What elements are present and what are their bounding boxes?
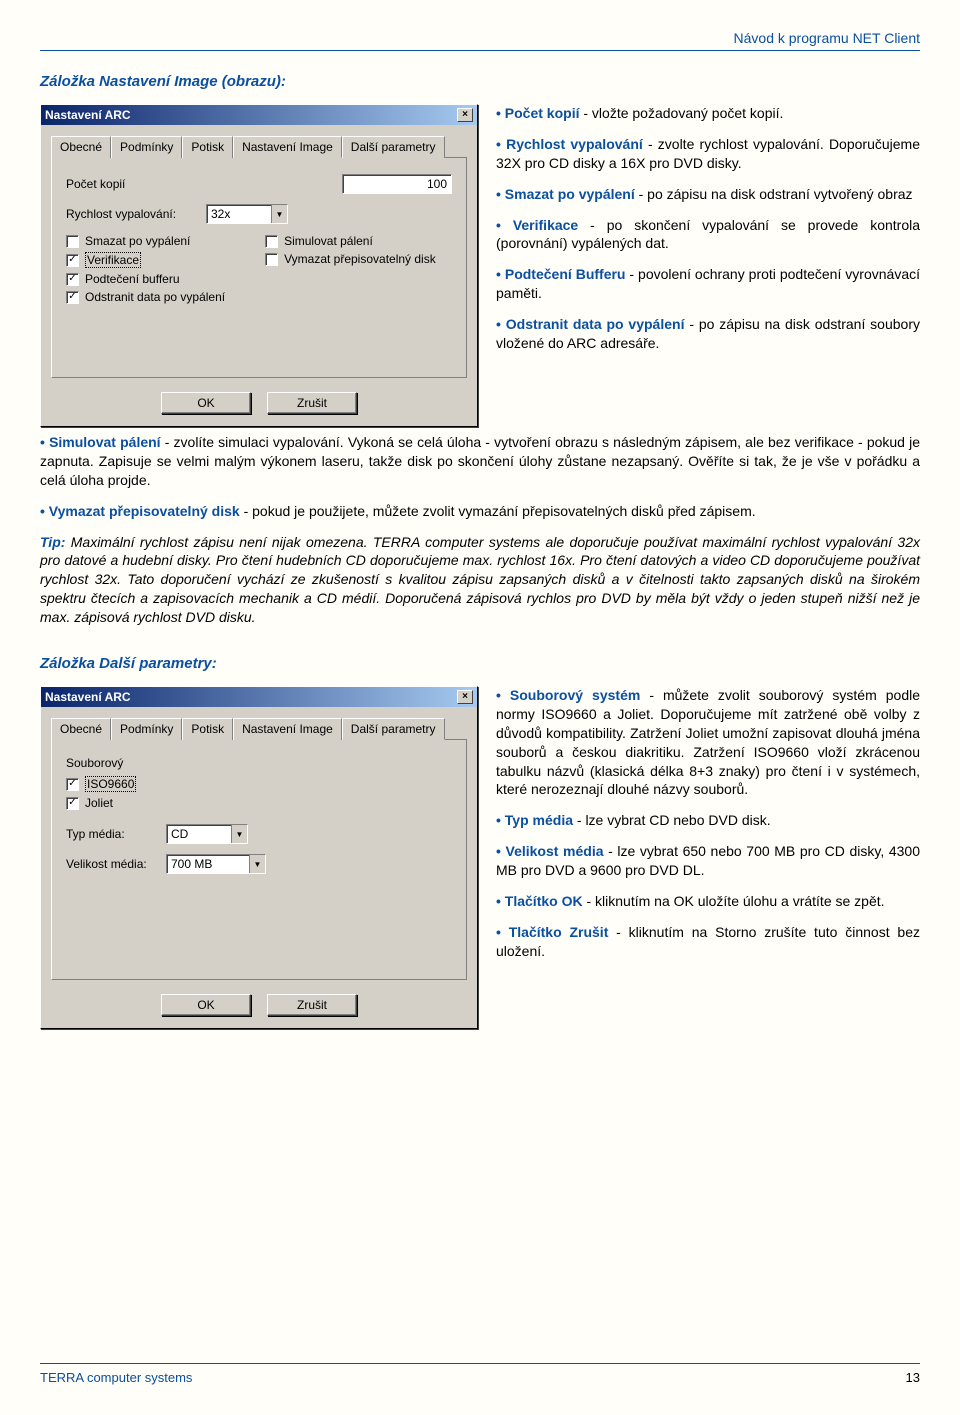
ok-button[interactable]: OK xyxy=(161,392,251,414)
header-rule xyxy=(40,50,920,51)
bullet-pocet-kopii: Počet kopií - vložte požadovaný počet ko… xyxy=(496,104,920,123)
dialog1-titlebar: Nastavení ARC × xyxy=(41,105,477,125)
chk-smazat[interactable] xyxy=(66,235,79,248)
bullet-simulovat: Simulovat pálení - zvolíte simulaci vypa… xyxy=(40,433,920,490)
chk-verifikace[interactable]: ✓ xyxy=(66,254,79,267)
tab-dalsi-parametry[interactable]: Další parametry xyxy=(342,718,445,740)
chk-joliet[interactable]: ✓ xyxy=(66,797,79,810)
ok-button[interactable]: OK xyxy=(161,994,251,1016)
chk-simulovat-label: Simulovat pálení xyxy=(284,234,373,248)
copies-label: Počet kopií xyxy=(66,177,206,191)
bullet-podteceni: Podtečení Bufferu - povolení ochrany pro… xyxy=(496,265,920,303)
tip-paragraph: Tip: Maximální rychlost zápisu není nija… xyxy=(40,533,920,627)
dialog1-tabstrip: Obecné Podmínky Potisk Nastavení Image D… xyxy=(51,135,467,158)
bullet-souborovy: Souborový systém - můžete zvolit souboro… xyxy=(496,686,920,799)
media-size-combo[interactable]: 700 MB ▼ xyxy=(166,854,266,874)
media-size-label: Velikost média: xyxy=(66,857,166,871)
tab-obecne[interactable]: Obecné xyxy=(51,718,111,740)
bullet-vymazat: Vymazat přepisovatelný disk - pokud je p… xyxy=(40,502,920,521)
chk-odstranit[interactable]: ✓ xyxy=(66,291,79,304)
tab-podminky[interactable]: Podmínky xyxy=(111,718,182,740)
copies-input[interactable] xyxy=(342,174,452,194)
chk-podteceni-label: Podtečení bufferu xyxy=(85,272,180,286)
chk-simulovat[interactable] xyxy=(265,235,278,248)
media-size-value: 700 MB xyxy=(167,855,249,873)
speed-value: 32x xyxy=(207,205,271,223)
bullet-rychlost: Rychlost vypalování - zvolte rychlost vy… xyxy=(496,135,920,173)
tab-nastaveni-image[interactable]: Nastavení Image xyxy=(233,136,342,158)
page-footer: TERRA computer systems 13 xyxy=(40,1363,920,1385)
tab-potisk[interactable]: Potisk xyxy=(182,718,233,740)
tab-nastaveni-image[interactable]: Nastavení Image xyxy=(233,718,342,740)
dialog1-title-text: Nastavení ARC xyxy=(45,108,131,122)
header-title: Návod k programu NET Client xyxy=(40,30,920,46)
close-icon[interactable]: × xyxy=(457,108,473,122)
tab-dalsi-parametry[interactable]: Další parametry xyxy=(342,136,445,158)
page-number: 13 xyxy=(906,1370,920,1385)
chevron-down-icon[interactable]: ▼ xyxy=(231,825,247,843)
chk-vymazat[interactable] xyxy=(265,253,278,266)
dialog2-tabstrip: Obecné Podmínky Potisk Nastavení Image D… xyxy=(51,717,467,740)
section1-title: Záložka Nastavení Image (obrazu): xyxy=(40,73,920,90)
chk-verifikace-label: Verifikace xyxy=(85,252,141,268)
bullet-smazat: Smazat po vypálení - po zápisu na disk o… xyxy=(496,185,920,204)
bullet-verifikace: Verifikace - po skončení vypalování se p… xyxy=(496,216,920,254)
chevron-down-icon[interactable]: ▼ xyxy=(249,855,265,873)
dialog-dalsi-parametry: Nastavení ARC × Obecné Podmínky Potisk N… xyxy=(40,686,478,1029)
bullet-odstranit: Odstranit data po vypálení - po zápisu n… xyxy=(496,315,920,353)
chk-iso9660-label: ISO9660 xyxy=(85,776,136,792)
speed-combo[interactable]: 32x ▼ xyxy=(206,204,288,224)
footer-left: TERRA computer systems xyxy=(40,1370,192,1385)
dialog2-title-text: Nastavení ARC xyxy=(45,690,131,704)
tab-podminky[interactable]: Podmínky xyxy=(111,136,182,158)
chk-smazat-label: Smazat po vypálení xyxy=(85,234,190,248)
bullet-typ-media: Typ média - lze vybrat CD nebo DVD disk. xyxy=(496,811,920,830)
dialog1-panel: Počet kopií Rychlost vypalování: 32x ▼ S… xyxy=(51,158,467,378)
tab-potisk[interactable]: Potisk xyxy=(182,136,233,158)
close-icon[interactable]: × xyxy=(457,690,473,704)
media-type-label: Typ média: xyxy=(66,827,166,841)
bullet-tlacitko-ok: Tlačítko OK - kliknutím na OK uložíte úl… xyxy=(496,892,920,911)
chk-vymazat-label: Vymazat přepisovatelný disk xyxy=(284,252,436,266)
chk-joliet-label: Joliet xyxy=(85,796,113,810)
chevron-down-icon[interactable]: ▼ xyxy=(271,205,287,223)
section2-title: Záložka Další parametry: xyxy=(40,655,920,672)
dialog-nastaveni-image: Nastavení ARC × Obecné Podmínky Potisk N… xyxy=(40,104,478,427)
chk-iso9660[interactable]: ✓ xyxy=(66,778,79,791)
dialog2-panel: Souborový ✓ ISO9660 ✓ Joliet Typ média: CD… xyxy=(51,740,467,980)
chk-podteceni[interactable]: ✓ xyxy=(66,273,79,286)
dialog2-titlebar: Nastavení ARC × xyxy=(41,687,477,707)
bullet-tlacitko-zrusit: Tlačítko Zrušit - kliknutím na Storno zr… xyxy=(496,923,920,961)
footer-rule xyxy=(40,1363,920,1364)
speed-label: Rychlost vypalování: xyxy=(66,207,206,221)
tab-obecne[interactable]: Obecné xyxy=(51,136,111,158)
media-type-value: CD xyxy=(167,825,231,843)
bullet-velikost-media: Velikost média - lze vybrat 650 nebo 700… xyxy=(496,842,920,880)
media-type-combo[interactable]: CD ▼ xyxy=(166,824,248,844)
cancel-button[interactable]: Zrušit xyxy=(267,994,357,1016)
chk-odstranit-label: Odstranit data po vypálení xyxy=(85,290,225,304)
filesystem-label: Souborový xyxy=(66,756,452,770)
cancel-button[interactable]: Zrušit xyxy=(267,392,357,414)
